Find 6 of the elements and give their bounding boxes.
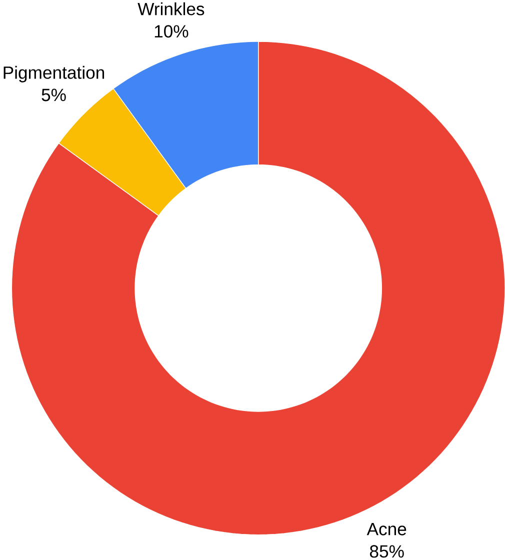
data-label: 85% (370, 545, 404, 558)
slice-label: Wrinkles (138, 2, 204, 16)
slice-label: Pigmentation (4, 66, 104, 82)
data-label: 5% (42, 88, 66, 102)
data-label: 10% (154, 25, 188, 38)
slice-label: Acne (366, 523, 406, 536)
